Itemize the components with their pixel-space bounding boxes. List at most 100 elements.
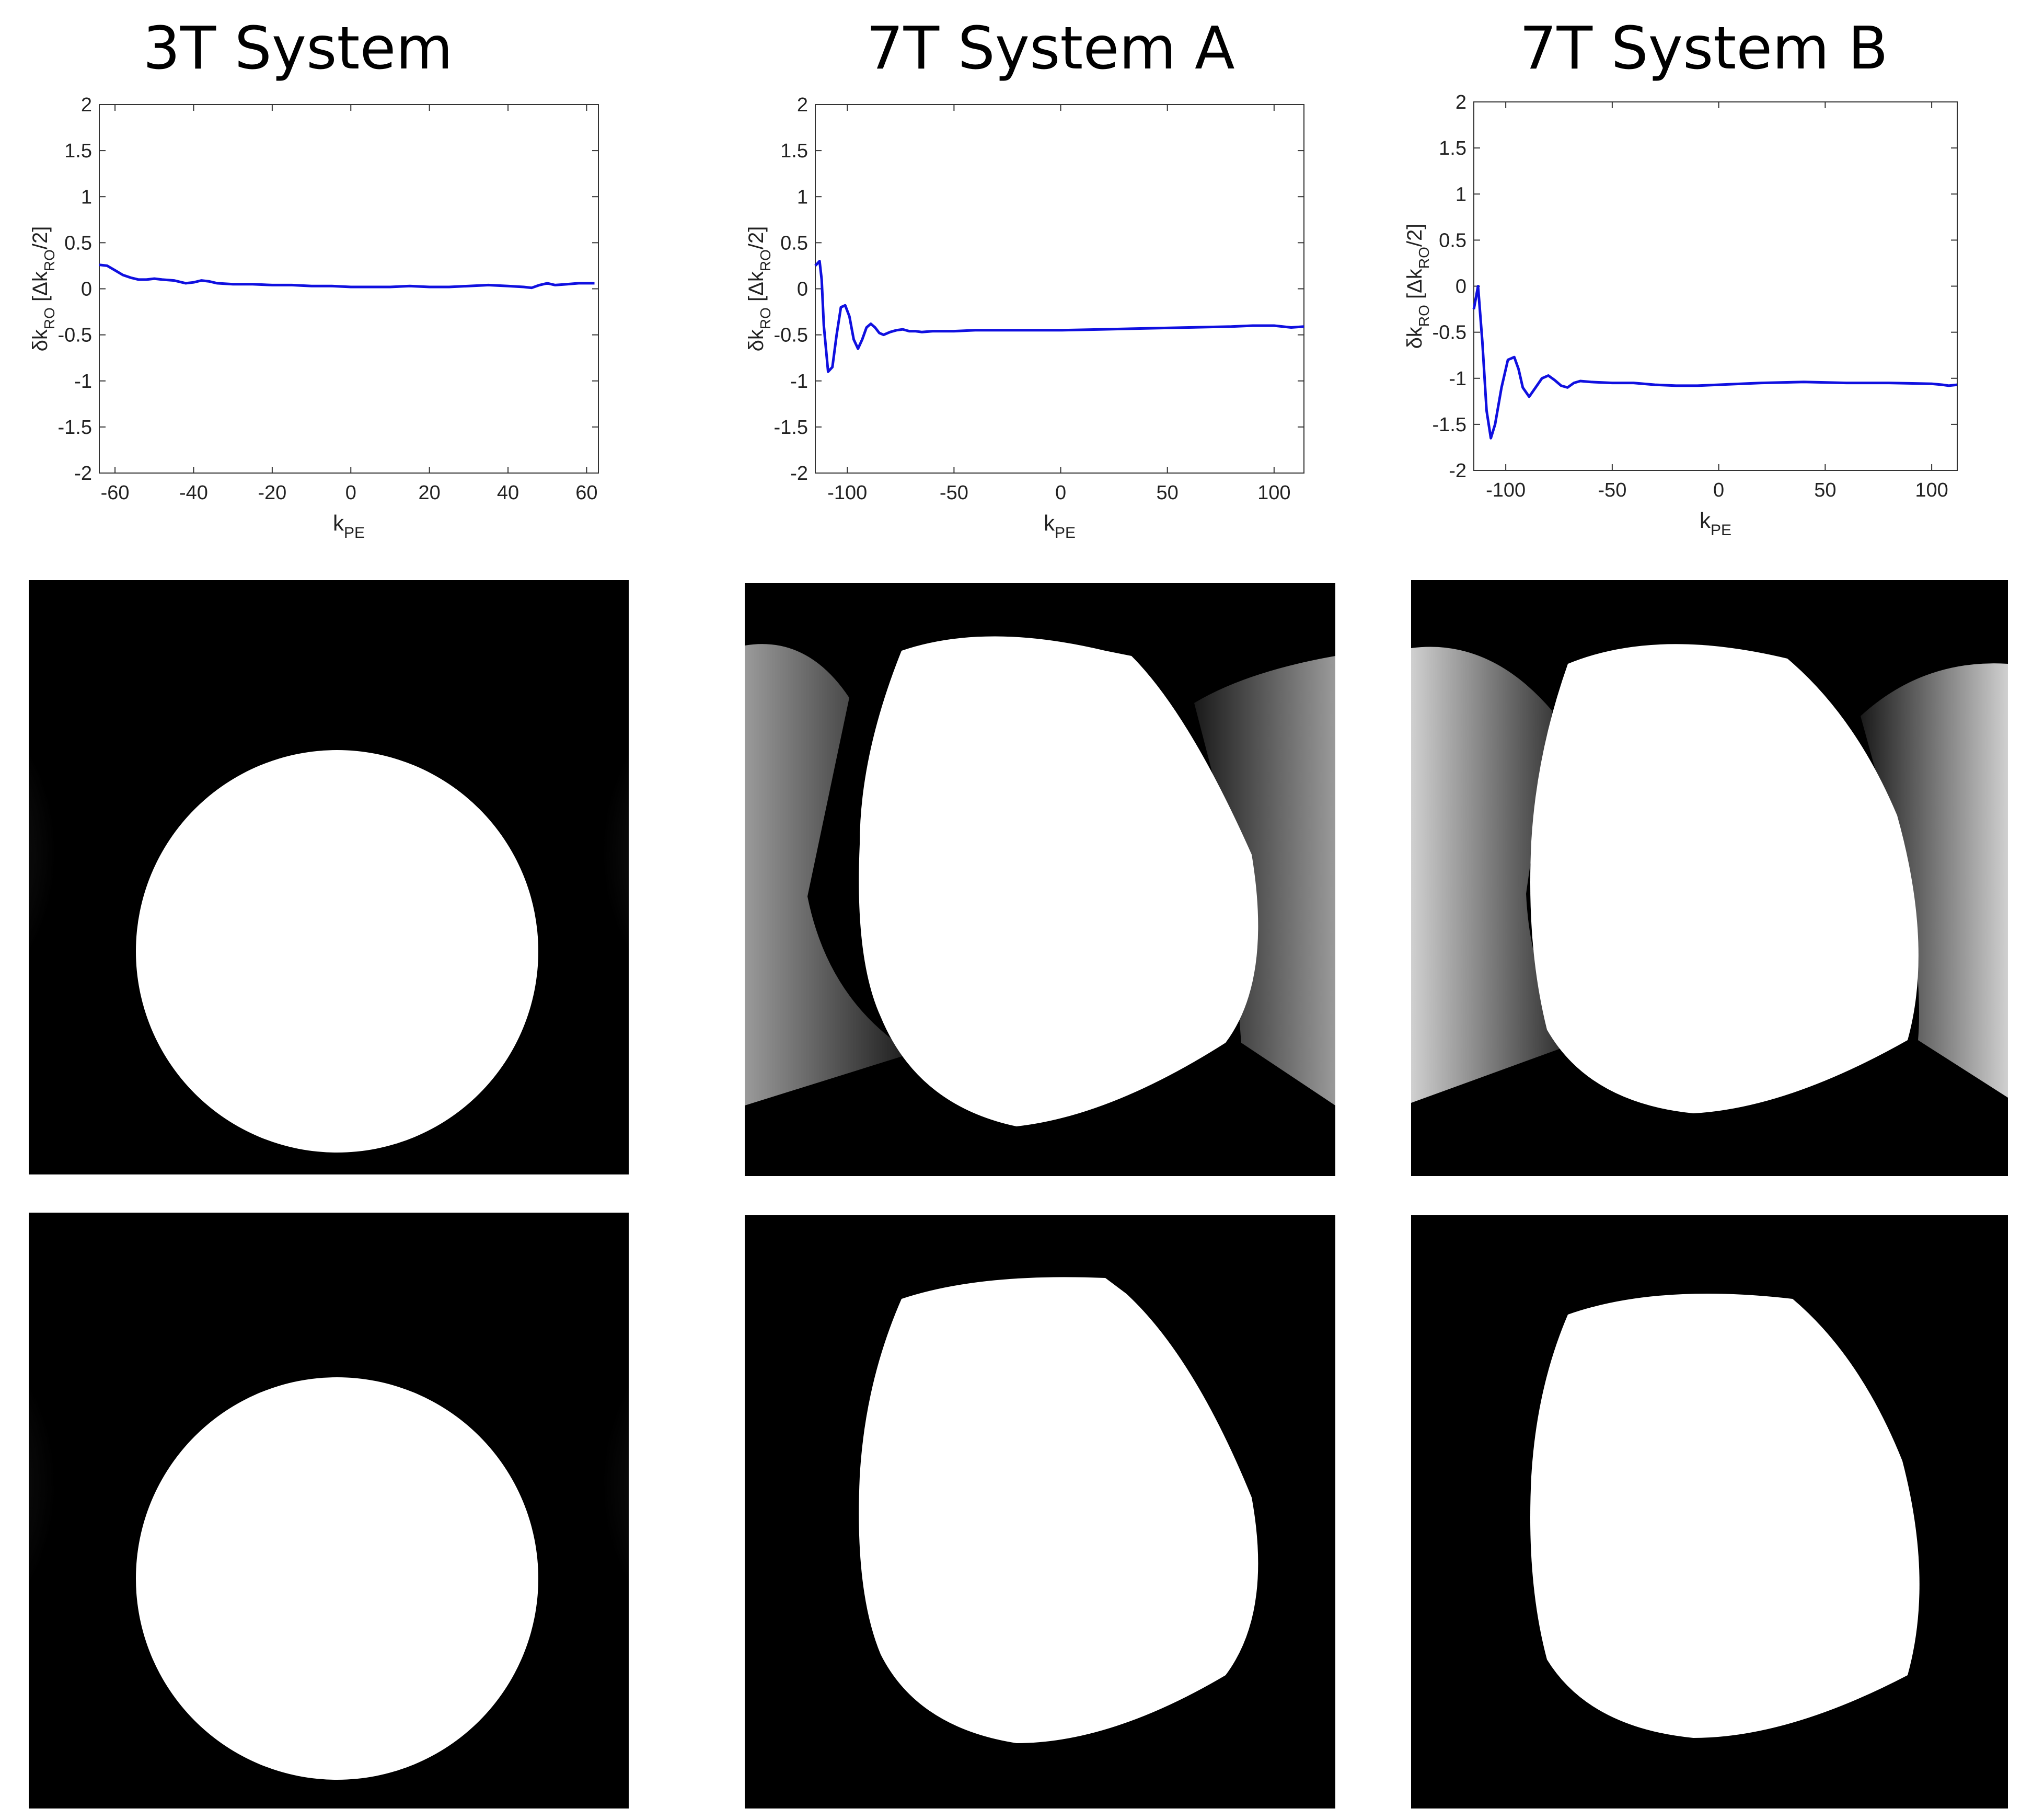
y-axis-label: δkRO [ΔkRO/2] bbox=[745, 226, 773, 352]
y-tick-label: 1.5 bbox=[64, 140, 92, 162]
plot-7t-a: 2 1.5 1 0.5 0 -0.5 -1 -1.5 -2 -100 -50 0 50 100 kPE δkR… bbox=[732, 89, 1317, 544]
image-7t-a-uncorrected bbox=[745, 583, 1335, 1176]
y-axis-label-part: [Δk bbox=[745, 271, 768, 307]
ghost-left bbox=[29, 1317, 159, 1652]
y-axis-label-part: δ bbox=[1403, 337, 1426, 349]
x-tick-label: 50 bbox=[1157, 482, 1179, 504]
x-tick-label: 0 bbox=[345, 482, 356, 504]
x-tick-label: 0 bbox=[1713, 479, 1724, 501]
x-axis-label: kPE bbox=[1700, 508, 1731, 539]
y-tick-label: -1.5 bbox=[1433, 414, 1466, 436]
y-axis-label-part: /2] bbox=[745, 226, 768, 249]
x-tick-label: -50 bbox=[940, 482, 968, 504]
image-3t-uncorrected bbox=[29, 580, 629, 1174]
y-tick-label: -0.5 bbox=[1433, 322, 1466, 344]
image-7t-b-corrected bbox=[1411, 1215, 2008, 1809]
y-tick-label: 0 bbox=[1456, 276, 1466, 298]
phantom bbox=[1530, 1294, 1920, 1738]
y-tick-label: 0 bbox=[81, 279, 92, 301]
y-axis-label-part: δ bbox=[745, 340, 768, 351]
y-tick-label: 0 bbox=[797, 279, 808, 301]
y-axis-label-part: RO bbox=[757, 307, 773, 329]
y-tick-label: 2 bbox=[1456, 91, 1466, 113]
x-tick-label: 60 bbox=[575, 482, 597, 504]
plot-area bbox=[1473, 101, 1958, 471]
x-axis-label: kPE bbox=[1044, 511, 1076, 542]
image-7t-a-corrected bbox=[745, 1215, 1335, 1809]
chart-svg: 21.510.50-0.5-1-1.5-2-100 -50 0 50 100kPEδkR… bbox=[1403, 91, 1958, 539]
plot-area bbox=[815, 104, 1304, 474]
y-axis-label-part: k bbox=[1403, 326, 1426, 337]
x-axis-label-sub: PE bbox=[344, 524, 365, 542]
x-axis-label-sub: PE bbox=[1055, 524, 1076, 542]
x-tick-label: 50 bbox=[1814, 479, 1836, 501]
x-tick-label: 40 bbox=[497, 482, 519, 504]
ghost-left bbox=[29, 684, 159, 1020]
y-tick-label: 1.5 bbox=[780, 140, 808, 162]
x-tick-label: -60 bbox=[101, 482, 130, 504]
y-axis-label-part: RO bbox=[1416, 247, 1432, 269]
y-tick-label: -1.5 bbox=[58, 417, 92, 439]
x-tick-label: -50 bbox=[1598, 479, 1626, 501]
y-axis-label-part: /2] bbox=[1403, 224, 1426, 247]
y-tick-label: -1 bbox=[1449, 368, 1466, 390]
x-tick-label: -40 bbox=[179, 482, 208, 504]
x-tick-label: 0 bbox=[1055, 482, 1066, 504]
column-title-3t: 3T System bbox=[143, 15, 453, 83]
y-tick-label: -1.5 bbox=[774, 417, 808, 439]
y-tick-label: 0.5 bbox=[780, 232, 808, 254]
phantom bbox=[859, 636, 1258, 1126]
y-axis-label: δkRO [ΔkRO/2] bbox=[1403, 224, 1432, 349]
y-axis-label-part: RO bbox=[757, 249, 773, 271]
y-axis-label-part: RO bbox=[41, 249, 57, 271]
y-tick-label: 1 bbox=[81, 186, 92, 208]
x-axis-label-main: k bbox=[333, 511, 344, 535]
ghost-right bbox=[1861, 663, 2008, 1098]
x-tick-label: 100 bbox=[1915, 479, 1948, 501]
y-axis-label-part: [Δk bbox=[1403, 268, 1426, 305]
y-tick-label: -2 bbox=[790, 463, 808, 485]
y-tick-label: 1 bbox=[1456, 183, 1466, 205]
y-tick-label: 0.5 bbox=[64, 232, 92, 254]
y-tick-label: -2 bbox=[1449, 460, 1466, 482]
plot-7t-b: 2 1.5 1 0.5 0 -0.5 -1 -1.5 -2 -100 -50 0 50 100 kPE δkR… bbox=[1390, 86, 1970, 541]
x-axis-label-sub: PE bbox=[1711, 522, 1731, 539]
y-tick-label: -1 bbox=[790, 371, 808, 393]
x-tick-label: 20 bbox=[419, 482, 441, 504]
y-tick-label: -2 bbox=[74, 463, 92, 485]
y-tick-label: -1 bbox=[74, 371, 92, 393]
x-tick-label: -20 bbox=[258, 482, 286, 504]
series-line bbox=[99, 263, 595, 290]
ghost-right bbox=[1194, 656, 1335, 1105]
y-axis-label-part: k bbox=[745, 329, 768, 340]
image-3t-corrected bbox=[29, 1213, 629, 1809]
ghost-left bbox=[745, 644, 912, 1105]
column-title-7t-b: 7T System B bbox=[1519, 15, 1888, 83]
x-tick-label: 100 bbox=[1257, 482, 1290, 504]
phantom bbox=[1530, 644, 1919, 1113]
series-line bbox=[1472, 285, 1958, 440]
column-title-7t-a: 7T System A bbox=[866, 15, 1235, 83]
x-tick-label: -100 bbox=[827, 482, 867, 504]
y-axis-label-part: RO bbox=[41, 307, 57, 329]
chart-svg: 21.510.50-0.5-1-1.5-2-60 -40 -20 0 20 40 60kPE… bbox=[29, 94, 599, 542]
x-axis-label-main: k bbox=[1044, 511, 1055, 535]
y-axis-label: δkRO [ΔkRO/2] bbox=[29, 226, 57, 352]
y-tick-label: 2 bbox=[797, 94, 808, 116]
phantom bbox=[859, 1277, 1258, 1743]
series-line bbox=[814, 260, 1304, 373]
plot-area bbox=[99, 104, 599, 474]
image-7t-b-uncorrected bbox=[1411, 580, 2008, 1176]
y-tick-label: 2 bbox=[81, 94, 92, 116]
y-tick-label: 1.5 bbox=[1439, 137, 1466, 159]
y-axis-label-part: RO bbox=[1416, 305, 1432, 327]
phantom bbox=[136, 1377, 538, 1780]
y-axis-label-part: δ bbox=[29, 340, 52, 351]
y-axis-label-part: /2] bbox=[29, 226, 52, 249]
y-axis-label-part: k bbox=[29, 329, 52, 340]
y-tick-label: -0.5 bbox=[58, 325, 92, 347]
phantom bbox=[136, 750, 538, 1153]
x-axis-label: kPE bbox=[333, 511, 365, 542]
y-tick-label: -0.5 bbox=[774, 325, 808, 347]
x-axis-label-main: k bbox=[1700, 508, 1711, 533]
